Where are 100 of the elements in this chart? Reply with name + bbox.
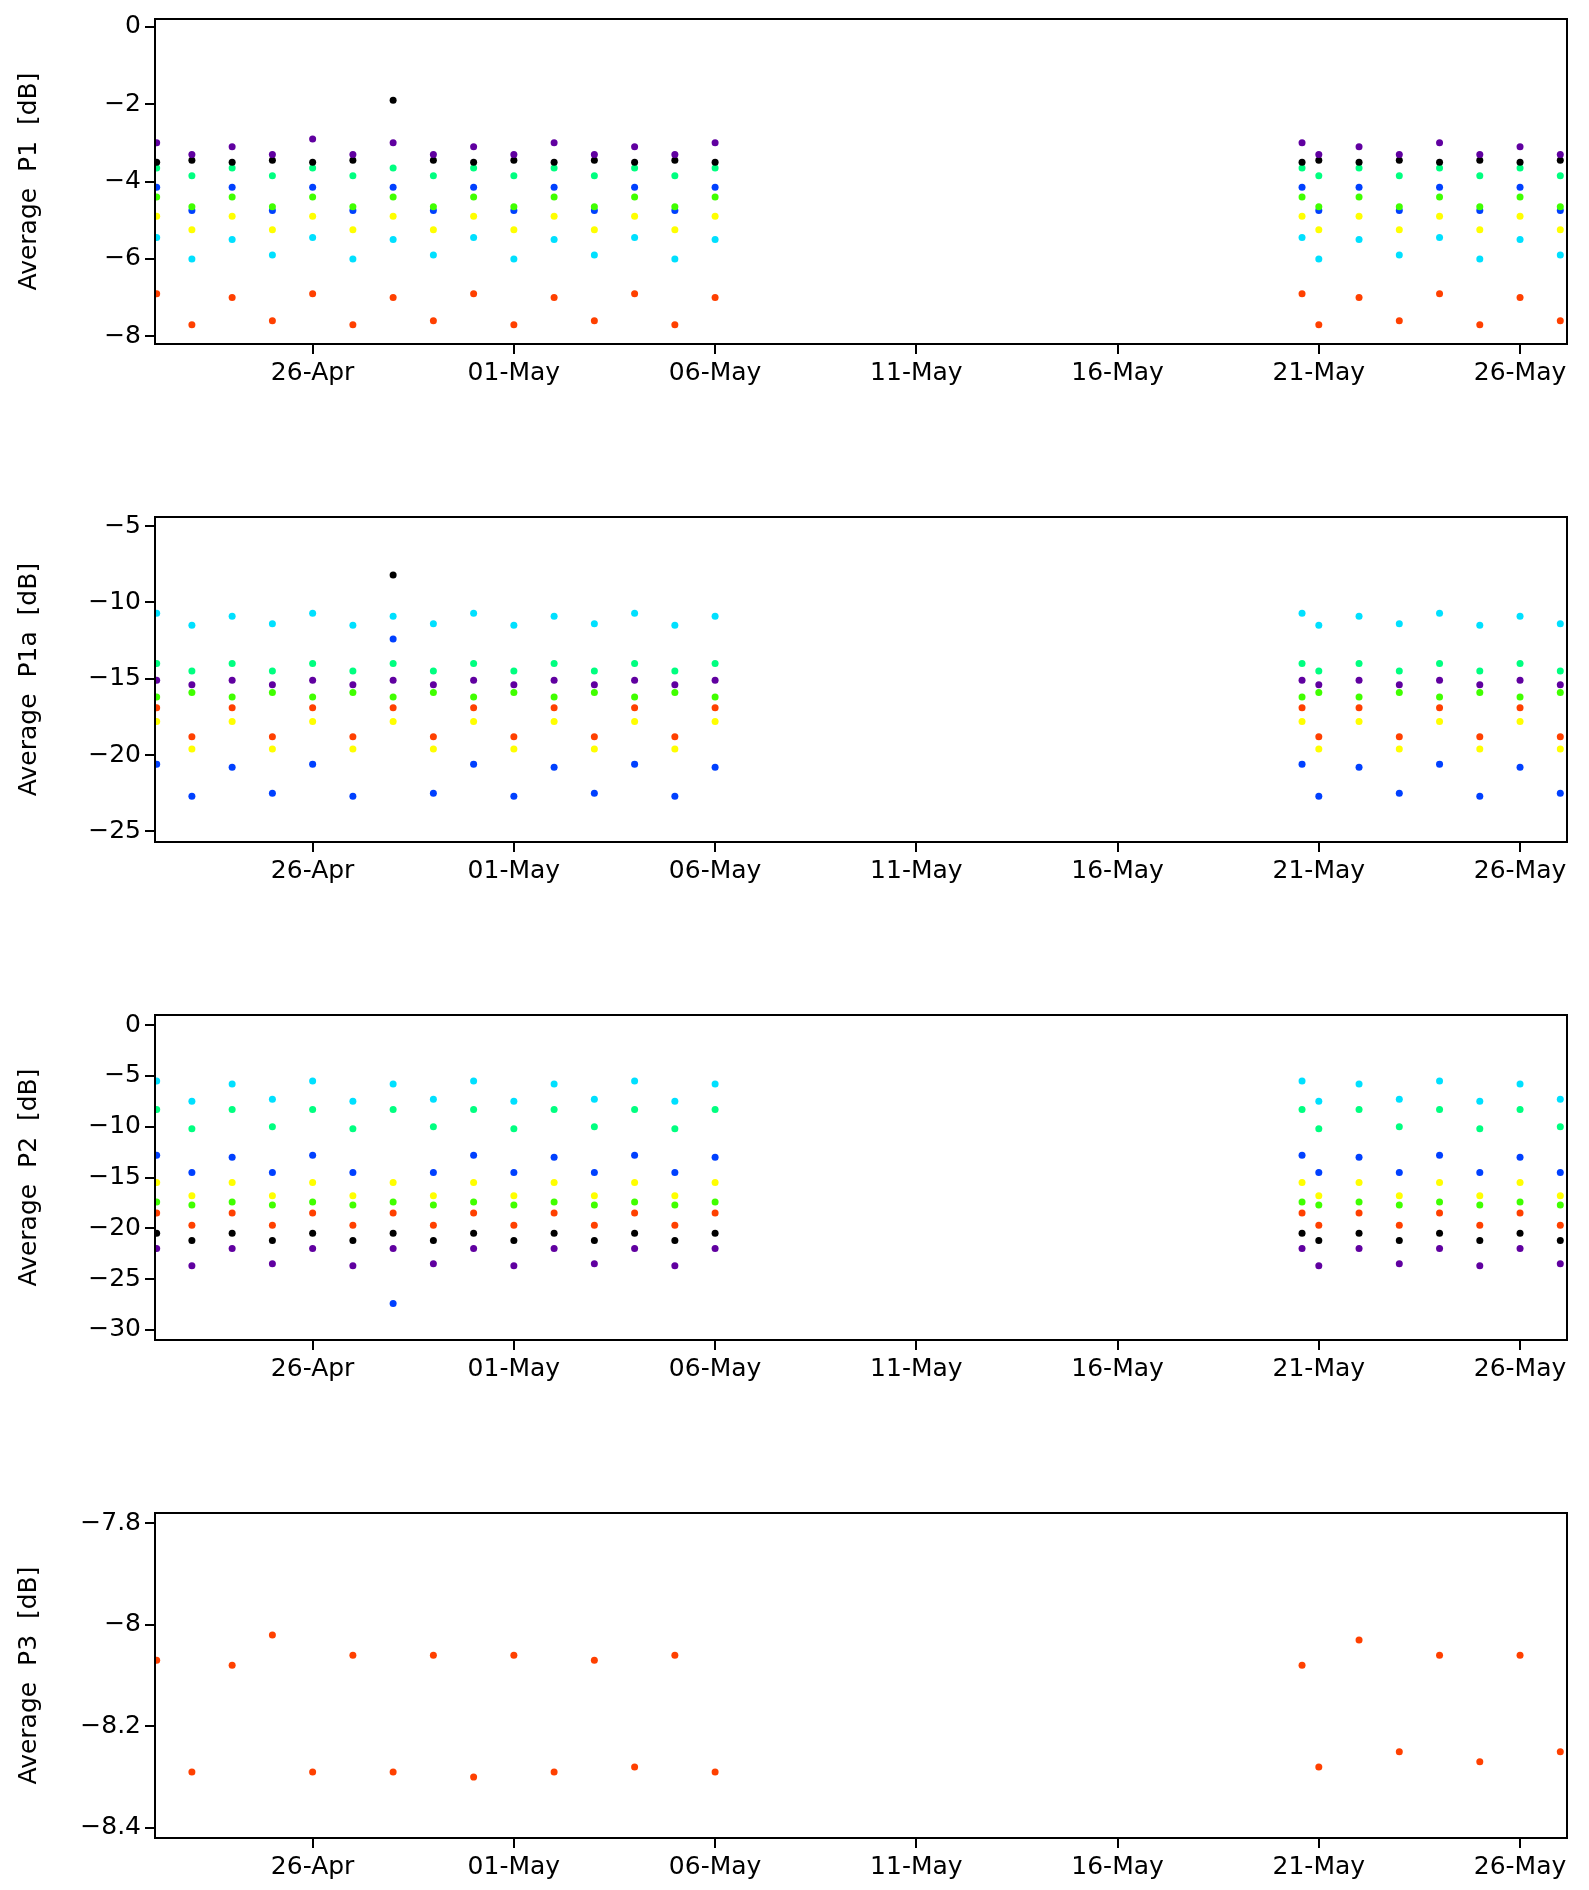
point	[1436, 760, 1444, 768]
point	[1395, 156, 1403, 164]
point	[429, 226, 437, 234]
point	[228, 659, 236, 667]
point	[1315, 733, 1323, 741]
point	[268, 317, 276, 325]
point	[1395, 1201, 1403, 1209]
point	[1436, 1179, 1444, 1187]
point	[590, 251, 598, 259]
point	[711, 1105, 719, 1113]
point	[470, 183, 478, 191]
point	[1516, 693, 1524, 701]
point	[711, 1080, 719, 1088]
point	[711, 1153, 719, 1161]
point	[631, 1245, 639, 1253]
point	[349, 733, 357, 741]
point	[268, 251, 276, 259]
point	[510, 745, 518, 753]
point	[470, 1245, 478, 1253]
point	[228, 1229, 236, 1237]
point	[590, 1260, 598, 1268]
point	[550, 763, 558, 771]
y-axis-title: Average P1a [dB]	[12, 562, 42, 797]
point	[550, 1209, 558, 1217]
point	[631, 1151, 639, 1159]
point	[510, 321, 518, 329]
point	[1556, 789, 1564, 797]
point	[268, 620, 276, 628]
point	[1556, 1236, 1564, 1244]
point	[228, 704, 236, 712]
point	[711, 1245, 719, 1253]
point	[711, 183, 719, 191]
point	[228, 1179, 236, 1187]
point	[590, 1236, 598, 1244]
point	[470, 1105, 478, 1113]
point	[228, 294, 236, 302]
point	[631, 158, 639, 166]
x-tick-label: 06-May	[668, 1850, 762, 1880]
point	[1436, 1105, 1444, 1113]
point	[510, 1262, 518, 1270]
point	[470, 1179, 478, 1187]
point	[671, 667, 679, 675]
point	[188, 1236, 196, 1244]
point	[1315, 203, 1323, 211]
point	[389, 212, 397, 220]
point	[1516, 1105, 1524, 1113]
point	[671, 1168, 679, 1176]
point	[550, 1229, 558, 1237]
x-tick-label: 26-Apr	[270, 356, 356, 386]
point	[631, 676, 639, 684]
point	[1355, 693, 1363, 701]
point	[1355, 704, 1363, 712]
point	[1315, 1221, 1323, 1229]
point	[309, 193, 317, 201]
point	[1556, 172, 1564, 180]
point	[309, 1077, 317, 1085]
point	[1436, 1245, 1444, 1253]
point	[1355, 1105, 1363, 1113]
point	[1516, 717, 1524, 725]
point	[268, 1123, 276, 1131]
point	[631, 1077, 639, 1085]
y-tick-label: −8	[104, 319, 141, 349]
point	[590, 1192, 598, 1200]
point	[590, 226, 598, 234]
point	[349, 681, 357, 689]
point	[309, 1209, 317, 1217]
point	[389, 236, 397, 244]
point	[1315, 226, 1323, 234]
point	[228, 717, 236, 725]
point	[1476, 1221, 1484, 1229]
point	[470, 659, 478, 667]
point	[1516, 1245, 1524, 1253]
point	[1556, 1748, 1564, 1756]
point	[510, 792, 518, 800]
x-tick-label: 26-May	[1473, 356, 1567, 386]
point	[510, 667, 518, 675]
point	[429, 1260, 437, 1268]
point	[1355, 763, 1363, 771]
point	[429, 745, 437, 753]
point	[550, 294, 558, 302]
x-tick-label: 16-May	[1071, 356, 1165, 386]
point	[1315, 1262, 1323, 1270]
point	[631, 693, 639, 701]
point	[1395, 1192, 1403, 1200]
point	[671, 621, 679, 629]
point	[188, 1768, 196, 1776]
point	[631, 717, 639, 725]
point	[671, 1221, 679, 1229]
point	[1436, 158, 1444, 166]
point	[550, 158, 558, 166]
point	[349, 1097, 357, 1105]
point	[349, 156, 357, 164]
point	[429, 1123, 437, 1131]
point	[309, 135, 317, 143]
point	[1395, 745, 1403, 753]
point	[1476, 733, 1484, 741]
point	[1315, 667, 1323, 675]
point	[268, 1236, 276, 1244]
point	[389, 1198, 397, 1206]
point	[590, 688, 598, 696]
